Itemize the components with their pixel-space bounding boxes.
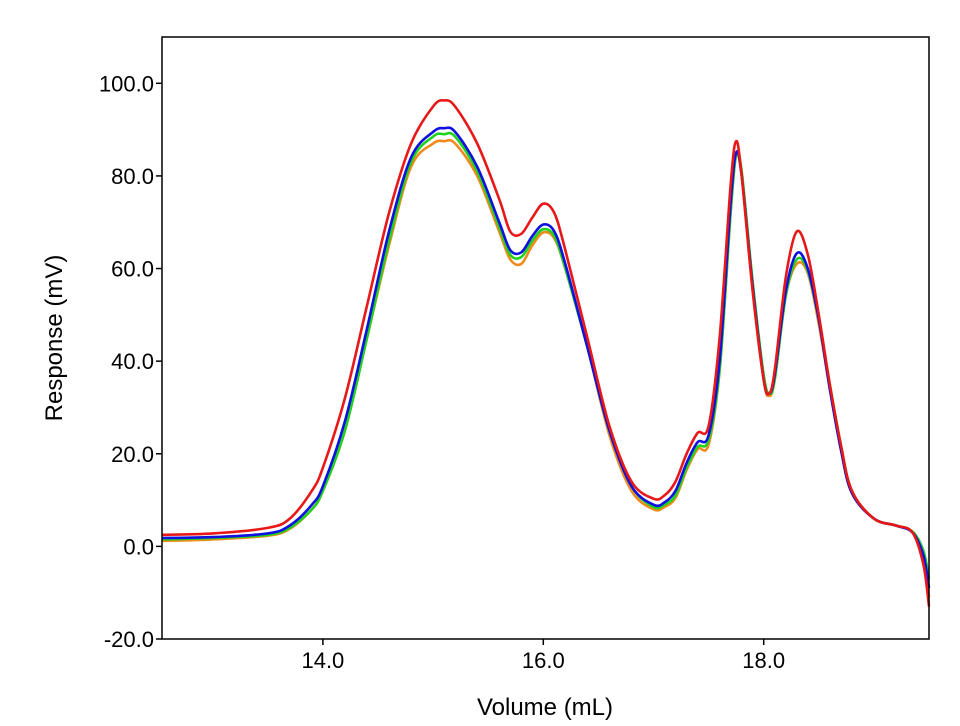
y-tick-label: 80.0	[111, 164, 154, 189]
y-tick-label: 0.0	[123, 534, 154, 559]
series-line-green	[161, 131, 931, 580]
series-layer	[161, 99, 931, 607]
x-tick-label: 14.0	[301, 648, 344, 673]
y-tick-label: 100.0	[99, 71, 154, 96]
y-tick-label: 60.0	[111, 257, 154, 282]
x-axis-title: Volume (mL)	[477, 694, 613, 721]
series-line-red	[161, 99, 931, 607]
plot-frame	[161, 36, 930, 640]
x-axis: 14.0 16.0 18.0	[301, 639, 785, 673]
y-axis-title: Response (mV)	[41, 255, 68, 422]
series-line-blue	[161, 126, 931, 589]
y-tick-label: -20.0	[104, 627, 154, 652]
y-tick-label: 20.0	[111, 442, 154, 467]
series-line-orange	[161, 138, 931, 598]
x-tick-label: 18.0	[742, 648, 785, 673]
x-tick-label: 16.0	[522, 648, 565, 673]
y-axis: 100.0 80.0 60.0 40.0 20.0 0.0 -20.0	[99, 71, 162, 652]
y-tick-label: 40.0	[111, 349, 154, 374]
